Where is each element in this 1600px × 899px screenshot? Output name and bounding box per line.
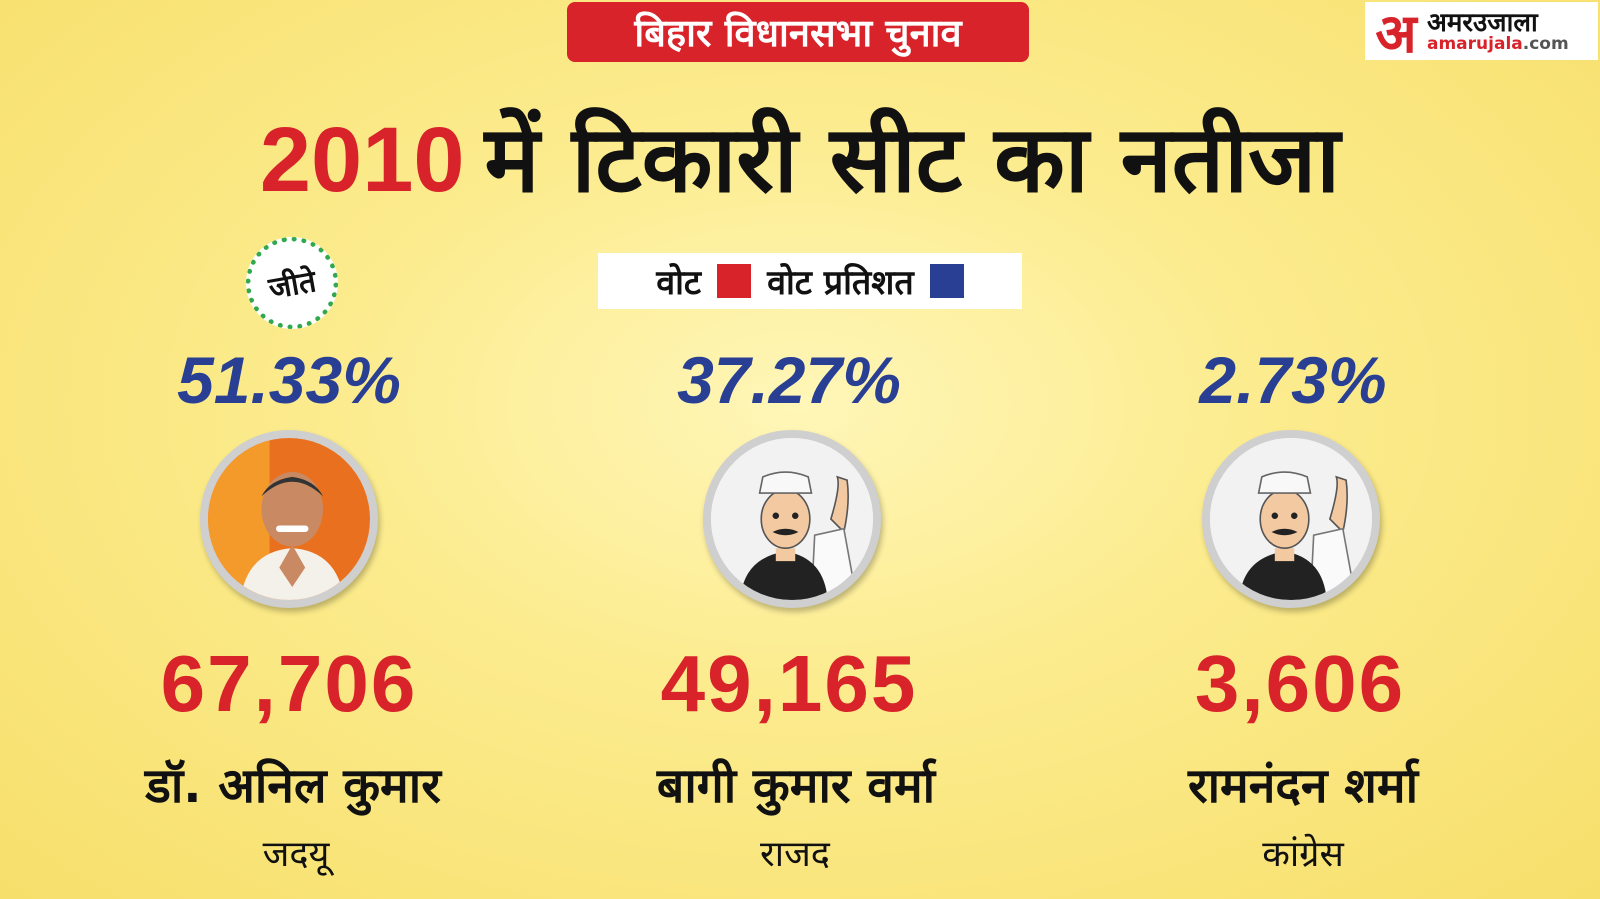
logo-site-text: amarujala [1427,33,1523,54]
legend-percent-swatch [929,264,964,298]
candidate-2-party: राजद [760,834,830,875]
candidate-3-votes: 3,606 [1194,639,1406,728]
title-text: में टिकारी सीट का नतीजा [484,106,1341,213]
candidate-2-avatar [703,430,881,608]
candidate-3-percent: 2.73% [1199,343,1387,417]
candidate-2-name: बागी कुमार वर्मा [656,758,936,814]
election-banner: बिहार विधानसभा चुनाव [567,2,1029,62]
candidate-1-party: जदयू [262,834,330,875]
legend-votes-label: वोट [656,263,702,303]
candidate-3-avatar [1202,430,1380,608]
title-year: 2010 [259,109,465,211]
candidate-3-name: रामनंदन शर्मा [1187,758,1419,814]
candidate-3-party: कांग्रेस [1262,834,1344,875]
cartoon-politician-icon [1210,438,1372,600]
amarujala-logo[interactable]: अ अमरउजाला amarujala.com [1365,2,1598,65]
candidate-1-percent: 51.33% [177,343,401,417]
logo-mark: अ [1375,2,1417,65]
cartoon-politician-icon [711,438,873,600]
legend-votes-swatch [717,264,752,298]
logo-hindi-text: अमरउजाला [1427,7,1538,38]
page-title: 2010 में टिकारी सीट का नतीजा [0,105,1600,215]
candidate-1-votes: 67,706 [160,639,418,728]
candidate-1-photo [200,430,378,608]
legend-percent-label: वोट प्रतिशत [767,263,914,303]
logo-tld-text: .com [1522,33,1569,54]
portrait-photo-icon [208,438,370,600]
candidate-1-name: डॉ. अनिल कुमार [145,758,441,814]
legend: वोट वोट प्रतिशत [598,253,1022,309]
winner-badge: जीते [238,229,346,337]
candidate-2-percent: 37.27% [677,343,901,417]
candidate-2-votes: 49,165 [660,639,918,728]
